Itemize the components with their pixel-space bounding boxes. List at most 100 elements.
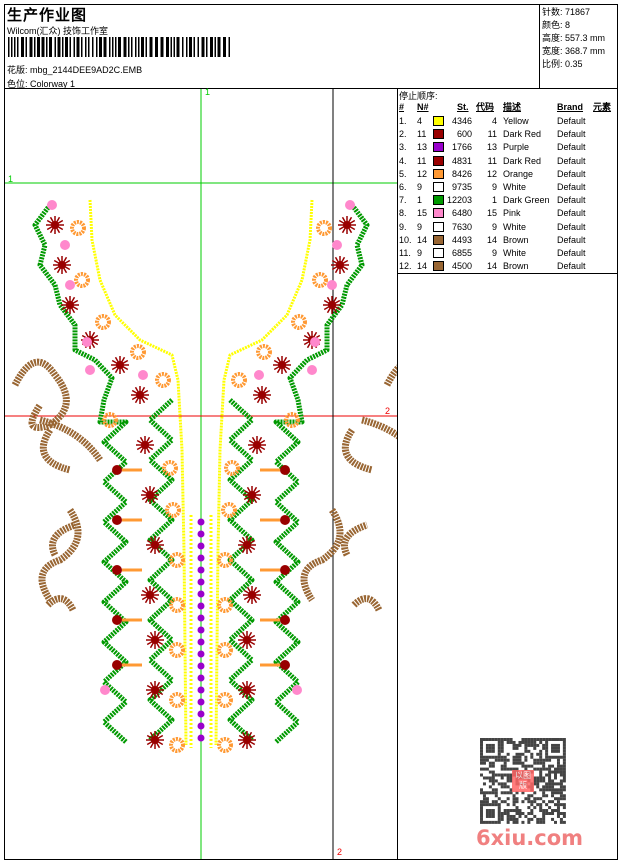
row-desc: Brown — [503, 261, 529, 272]
qr-module — [482, 758, 486, 762]
qr-module — [488, 746, 492, 750]
qr-module — [533, 767, 537, 771]
barcode-bar — [115, 37, 117, 57]
qr-module — [503, 812, 507, 815]
qr-module — [539, 809, 543, 813]
qr-module — [480, 767, 483, 771]
green-chain — [147, 398, 175, 742]
row-brand: Default — [557, 248, 586, 258]
qr-module — [500, 755, 504, 759]
barcode-bar — [21, 37, 24, 57]
qr-module — [527, 800, 531, 804]
col-brand: Brand — [557, 102, 584, 112]
qr-module — [536, 767, 540, 771]
qr-module — [512, 740, 516, 744]
qr-module — [545, 782, 549, 786]
row-code: 13 — [486, 142, 497, 153]
info-value: 8 — [565, 20, 571, 30]
qr-module — [539, 779, 543, 783]
qr-module — [488, 749, 492, 753]
qr-module — [515, 812, 519, 815]
qr-module — [539, 820, 543, 824]
barcode-bar — [17, 37, 19, 57]
qr-module — [488, 809, 492, 813]
qr-module — [482, 761, 486, 765]
dark-red-flower — [146, 536, 164, 554]
qr-module — [503, 785, 507, 789]
qr-module — [539, 758, 543, 762]
design-file: 花版: mbg_2144DEE9AD2C.EMB — [7, 63, 142, 76]
qr-module — [488, 785, 492, 789]
orange-flower — [102, 412, 118, 428]
qr-module — [485, 776, 489, 780]
qr-module — [515, 755, 519, 759]
info-1: 颜色: 8 — [542, 19, 618, 32]
qr-module — [559, 817, 563, 821]
barcode — [8, 37, 230, 57]
color-swatch — [433, 234, 444, 245]
qr-module — [497, 740, 501, 744]
info-label: 比例: — [542, 59, 563, 69]
qr-module — [480, 812, 483, 815]
guide-label-v2: 2 — [337, 847, 343, 857]
barcode-bar — [206, 37, 208, 57]
pink-flower — [100, 685, 110, 695]
qr-module — [527, 764, 531, 768]
barcode-bar — [210, 37, 213, 57]
pink-flower — [332, 240, 342, 250]
qr-module — [512, 746, 516, 750]
qr-module — [521, 791, 525, 795]
qr-module — [539, 761, 543, 765]
qr-module — [494, 800, 498, 804]
qr-module — [556, 738, 560, 741]
qr-module — [524, 743, 528, 747]
orange-flower — [217, 597, 233, 613]
row-desc: Dark Red — [503, 129, 542, 140]
qr-module — [480, 738, 483, 741]
qr-module — [506, 740, 510, 744]
qr-module — [536, 785, 540, 789]
row-code: 4 — [491, 116, 497, 126]
row-desc: White — [503, 221, 527, 232]
barcode-bar — [228, 37, 230, 57]
row-needle: 13 — [417, 142, 428, 153]
qr-module — [491, 782, 495, 786]
purple-bead — [197, 542, 205, 550]
qr-module — [500, 800, 504, 804]
qr-module — [503, 761, 507, 765]
qr-module — [533, 806, 537, 810]
qr-module — [480, 817, 483, 821]
qr-module — [559, 755, 563, 759]
qr-module — [530, 755, 534, 759]
qr-module — [500, 812, 504, 815]
purple-bead — [197, 698, 205, 706]
qr-module — [491, 791, 495, 795]
qr-module — [518, 761, 522, 765]
dark-red-dot — [112, 465, 122, 475]
dark-red-flower — [243, 486, 261, 504]
barcode-bar — [182, 37, 184, 57]
qr-module — [506, 820, 510, 824]
qr-module — [539, 806, 543, 810]
barcode-bar — [11, 37, 13, 57]
qr-module — [559, 779, 563, 783]
qr-module — [500, 743, 504, 747]
row-stitches: 4500 — [451, 261, 472, 272]
qr-module — [539, 770, 543, 774]
barcode-bar — [76, 37, 80, 57]
qr-module — [554, 797, 557, 801]
info-label: 高度: — [542, 33, 563, 43]
qr-module — [497, 749, 501, 753]
qr-module — [539, 803, 543, 807]
qr-module — [521, 764, 525, 768]
qr-module — [536, 758, 540, 762]
color-swatch — [433, 129, 444, 140]
barcode-bar — [65, 37, 68, 57]
qr-module — [556, 755, 560, 759]
qr-module — [559, 764, 563, 768]
qr-module — [551, 812, 555, 815]
info-value: 557.3 mm — [565, 33, 606, 43]
qr-module — [512, 814, 516, 818]
row-code: 12 — [486, 168, 497, 179]
pink-flower — [307, 365, 317, 375]
